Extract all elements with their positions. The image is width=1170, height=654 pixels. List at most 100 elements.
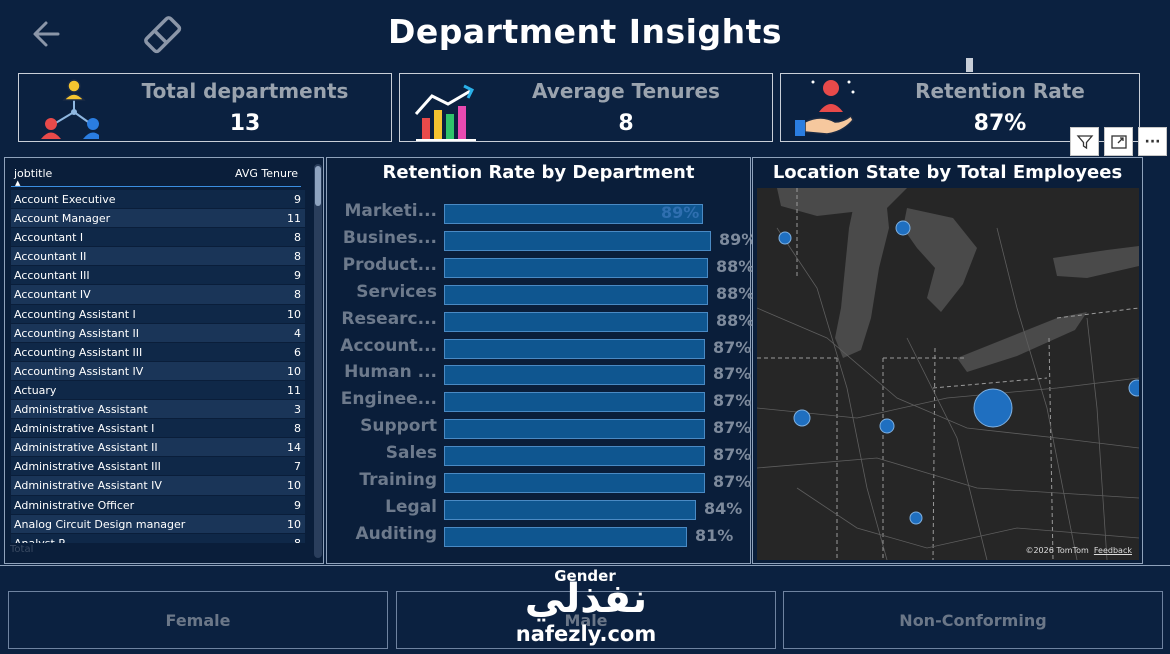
bar-mark[interactable]: [444, 338, 705, 359]
table-header: jobtitle AVG Tenure ▲: [11, 165, 301, 187]
filter-button[interactable]: [1070, 127, 1099, 156]
avg-tenure-cell: 3: [294, 403, 301, 417]
table-row[interactable]: Administrative Assistant IV 10: [11, 476, 305, 496]
column-header-jobtitle[interactable]: jobtitle: [14, 167, 53, 180]
bar-data-label: 89%: [661, 203, 700, 222]
back-button[interactable]: [28, 14, 68, 54]
bar-data-label: 88%: [716, 283, 755, 303]
table-row[interactable]: Accounting Assistant II 4: [11, 323, 305, 343]
bar-mark[interactable]: [444, 204, 703, 224]
gender-slicer-title: Gender: [554, 567, 616, 585]
gender-option-female[interactable]: Female: [8, 591, 388, 649]
map-feedback-link[interactable]: Feedback: [1093, 546, 1132, 555]
jobtitle-cell: Administrative Officer: [14, 498, 135, 512]
avg-tenure-cell: 6: [294, 345, 301, 359]
bar-category-label: Researc...: [341, 308, 437, 329]
watermark-arabic: نفذلي: [524, 576, 648, 622]
gender-slicer-panel: [0, 565, 1170, 654]
jobtitle-cell: Accounting Assistant III: [14, 345, 143, 359]
jobtitle-cell: Analog Circuit Design manager: [14, 517, 186, 531]
avg-tenure-cell: 8: [294, 250, 301, 264]
table-row[interactable]: Accountant I 8: [11, 228, 305, 248]
map-canvas[interactable]: [757, 188, 1139, 560]
table-row[interactable]: Account Executive 9: [11, 190, 305, 210]
bar-data-label: 89%: [719, 229, 758, 249]
table-row[interactable]: Analog Circuit Design manager 10: [11, 514, 305, 534]
map-attribution: ©2026 TomTom Feedback: [1025, 546, 1132, 555]
bar-category-label: Training: [359, 470, 437, 490]
bar-mark[interactable]: [444, 473, 705, 493]
bar-mark[interactable]: [444, 284, 708, 305]
table-row-partial[interactable]: Analyst P... 8: [11, 533, 305, 544]
avg-tenure-cell: 8: [294, 231, 301, 245]
jobtitle-cell: Account Manager: [14, 212, 111, 226]
bar-mark[interactable]: [444, 419, 705, 440]
table-row[interactable]: Administrative Assistant I 8: [11, 419, 305, 439]
gender-option-male[interactable]: Male: [396, 591, 776, 649]
table-row[interactable]: Account Manager 11: [11, 209, 305, 229]
clear-filters-button[interactable]: [140, 12, 186, 58]
bar-category-label: Human ...: [344, 362, 437, 383]
table-row[interactable]: Actuary 11: [11, 380, 305, 401]
map-bubble: [973, 388, 1013, 428]
jobtitle-cell: Accounting Assistant II: [14, 326, 140, 340]
table-row[interactable]: Accounting Assistant I 10: [11, 304, 305, 324]
more-options-button[interactable]: ···: [1138, 127, 1167, 156]
kpi-label: Retention Rate: [915, 79, 1085, 103]
bar-data-label: 87%: [713, 418, 752, 438]
table-row[interactable]: Accountant III 9: [11, 266, 305, 286]
avg-tenure-cell: 14: [287, 441, 301, 455]
jobtitle-cell: Administrative Assistant I: [14, 422, 155, 436]
watermark-logo: نفذلي nafezly.com: [506, 575, 666, 654]
bar-category-label: Marketi...: [344, 201, 437, 221]
table-row[interactable]: Accountant IV 8: [11, 285, 305, 305]
focus-mode-button[interactable]: [1104, 127, 1133, 156]
table-row[interactable]: Administrative Assistant II 14: [11, 438, 305, 458]
lake-michigan: [835, 188, 889, 358]
jobtitle-cell: Analyst P...: [14, 536, 74, 544]
map-bubble: [895, 220, 911, 236]
kpi-card-average-tenures: Average Tenures 8: [399, 73, 773, 142]
resize-handle: [966, 58, 973, 72]
bar-category-label: Busines...: [342, 227, 437, 248]
avg-tenure-cell: 9: [294, 193, 301, 206]
bar-mark[interactable]: [444, 526, 687, 547]
bar-mark[interactable]: [444, 230, 711, 251]
bar-mark[interactable]: [444, 311, 708, 332]
table-row[interactable]: Administrative Officer 9: [11, 495, 305, 515]
bar-category-label: Product...: [342, 254, 437, 275]
bar-mark[interactable]: [444, 499, 696, 520]
bar-category-label: Account...: [340, 335, 437, 356]
chart-title: Retention Rate by Department: [382, 162, 695, 183]
avg-tenure-cell: 9: [294, 498, 301, 512]
avg-tenure-cell: 10: [287, 517, 301, 531]
map-title: Location State by Total Employees: [772, 162, 1123, 183]
table-row[interactable]: Accountant II 8: [11, 247, 305, 267]
org-chart-people-icon: [41, 79, 99, 139]
bar-mark[interactable]: [444, 446, 705, 467]
bar-category-label: Support: [360, 416, 437, 437]
table-row[interactable]: Administrative Assistant III 7: [11, 457, 305, 477]
kpi-value: 13: [229, 111, 261, 136]
scroll-thumb[interactable]: [315, 166, 321, 206]
lake-superior: [777, 188, 907, 216]
table-row[interactable]: Administrative Assistant 3: [11, 400, 305, 420]
bar-mark[interactable]: [444, 392, 705, 413]
map-bubble: [793, 409, 811, 427]
kpi-card-total-departments: Total departments 13: [18, 73, 392, 142]
sort-ascending-icon: ▲: [15, 179, 21, 187]
column-header-avg-tenure[interactable]: AVG Tenure: [235, 167, 298, 180]
avg-tenure-cell: 11: [287, 212, 301, 226]
table-scrollbar[interactable]: [314, 164, 322, 558]
table-row[interactable]: Accounting Assistant IV 10: [11, 361, 305, 381]
jobtitle-cell: Administrative Assistant II: [14, 441, 158, 455]
bar-data-label: 88%: [716, 310, 755, 330]
avg-tenure-cell: 10: [287, 479, 301, 493]
bar-mark[interactable]: [444, 257, 708, 278]
jobtitle-cell: Accountant IV: [14, 288, 91, 302]
jobtitle-cell: Accountant II: [14, 250, 87, 264]
gender-option-non-conforming[interactable]: Non-Conforming: [783, 591, 1163, 649]
bar-category-label: Sales: [385, 443, 437, 464]
bar-mark[interactable]: [444, 365, 705, 386]
table-row[interactable]: Accounting Assistant III 6: [11, 342, 305, 362]
